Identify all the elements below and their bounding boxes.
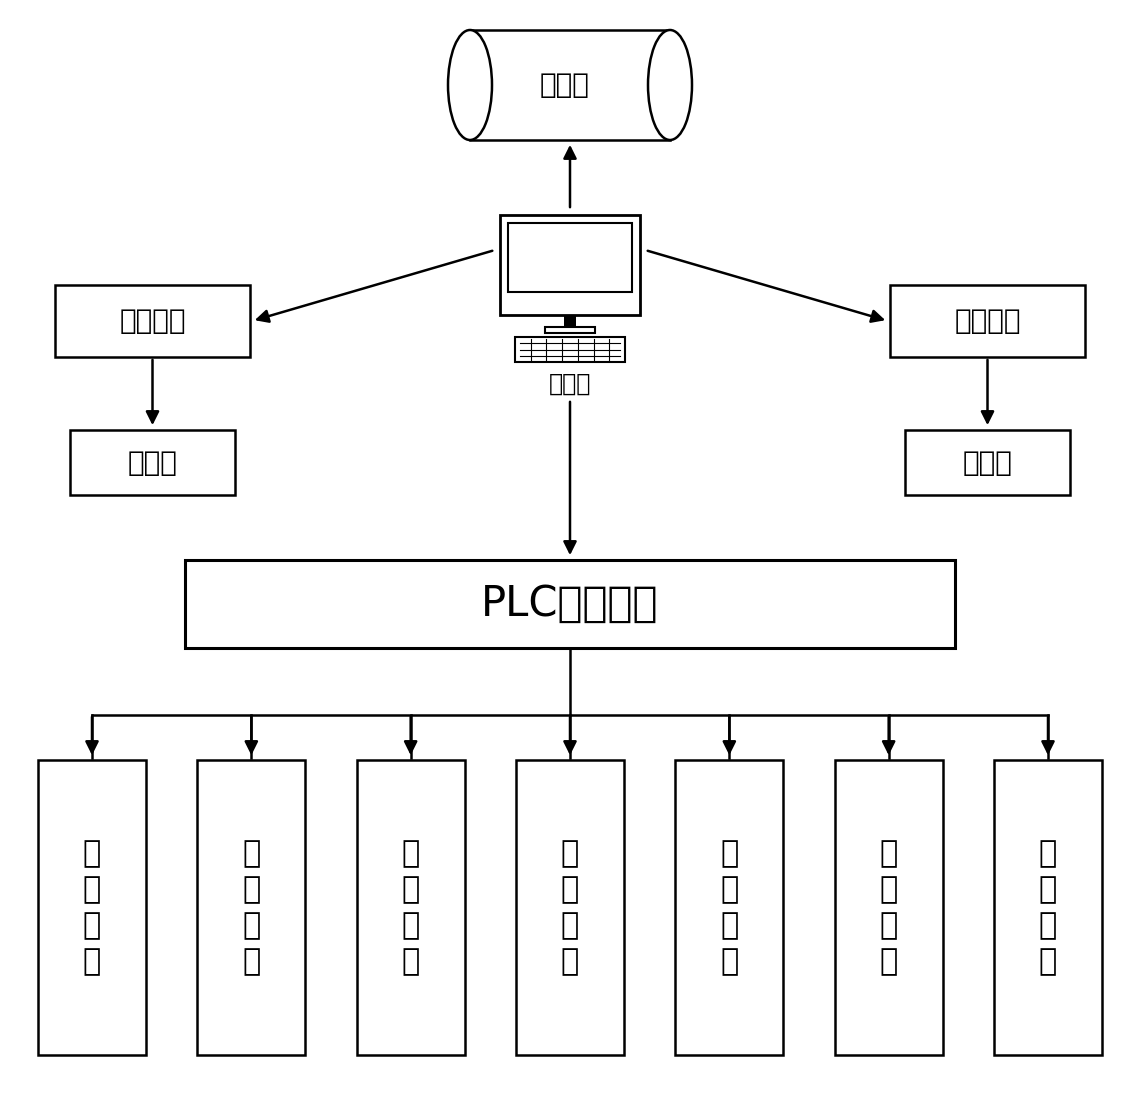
Bar: [515, 337, 625, 362]
Text: PLC控制模块: PLC控制模块: [481, 582, 659, 625]
Text: 扫码器: 扫码器: [128, 448, 178, 476]
Bar: [516, 760, 624, 1055]
Text: 扫码系统: 扫码系统: [120, 307, 186, 335]
Bar: [185, 560, 955, 648]
Bar: [508, 222, 632, 292]
Text: 喷码器: 喷码器: [962, 448, 1012, 476]
Bar: [545, 326, 595, 333]
Text: 计算机: 计算机: [548, 372, 592, 396]
Text: 数据库: 数据库: [540, 72, 589, 100]
Bar: [890, 285, 1085, 357]
Bar: [197, 760, 306, 1055]
Text: 装
盘
模
块: 装 盘 模 块: [880, 840, 898, 976]
Text: 上
料
模
块: 上 料 模 块: [83, 840, 101, 976]
Bar: [834, 760, 943, 1055]
Ellipse shape: [448, 30, 492, 140]
Bar: [675, 760, 783, 1055]
Text: 顶
出
模
块: 顶 出 模 块: [401, 840, 420, 976]
Text: 分
选
模
块: 分 选 模 块: [1039, 840, 1057, 976]
Bar: [564, 315, 576, 326]
Bar: [55, 285, 250, 357]
Text: 喷
码
模
块: 喷 码 模 块: [720, 840, 739, 976]
Ellipse shape: [648, 30, 692, 140]
Bar: [38, 760, 146, 1055]
Text: 喷码系统: 喷码系统: [954, 307, 1020, 335]
Bar: [905, 430, 1070, 495]
Text: 扫
码
模
块: 扫 码 模 块: [561, 840, 579, 976]
Bar: [500, 215, 640, 315]
Bar: [70, 430, 235, 495]
Bar: [994, 760, 1102, 1055]
Bar: [357, 760, 465, 1055]
Bar: [470, 30, 670, 140]
Text: 翻
转
模
块: 翻 转 模 块: [242, 840, 260, 976]
